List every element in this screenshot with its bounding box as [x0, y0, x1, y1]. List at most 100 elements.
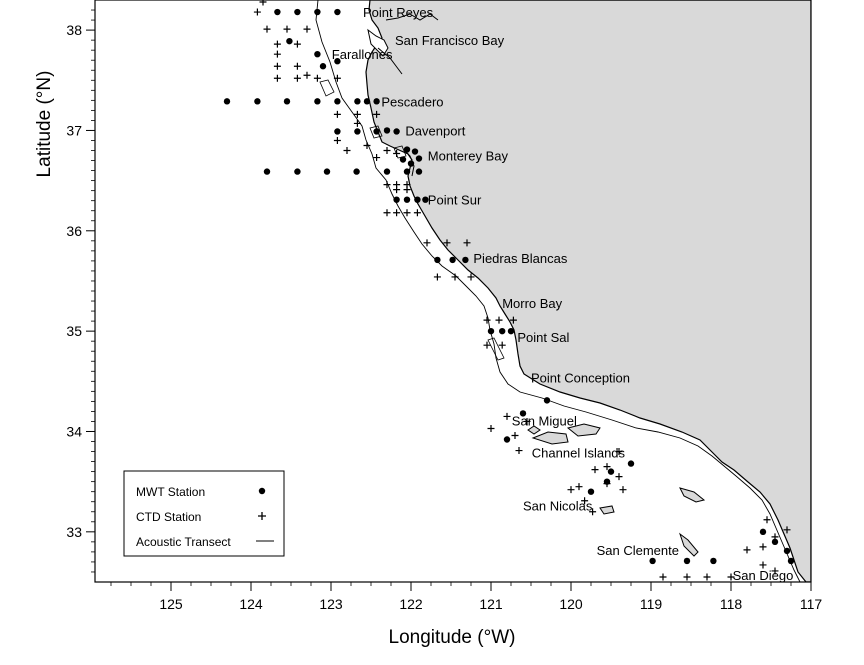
mwt-station-marker: [294, 8, 301, 16]
x-tick-label: 124: [239, 596, 263, 612]
x-tick-label: 125: [159, 596, 183, 612]
mwt-station-marker: [487, 327, 495, 335]
ctd-station-marker: [423, 239, 431, 247]
ctd-station-marker: [313, 74, 321, 82]
ctd-station-marker: [403, 209, 411, 217]
mwt-station-marker: [373, 98, 380, 105]
y-tick-label: 36: [66, 223, 82, 239]
ctd-station-marker: [333, 74, 341, 82]
land-bay-detail: [367, 28, 389, 57]
ctd-station-marker: [683, 573, 691, 581]
x-tick-label: 121: [479, 596, 503, 612]
mwt-station-marker: [503, 436, 511, 443]
x-tick-label: 123: [319, 596, 343, 612]
ctd-station-marker: [263, 25, 271, 33]
island-san-miguel: [527, 425, 541, 435]
ctd-station-marker: [581, 497, 589, 505]
ctd-station-marker: [523, 417, 531, 425]
mwt-station-marker: [771, 538, 779, 546]
mwt-station-marker: [603, 478, 611, 485]
ctd-station-marker: [451, 273, 459, 281]
ctd-station-marker: [659, 573, 667, 581]
mwt-station-marker: [314, 8, 321, 16]
legend-transect-label: Acoustic Transect: [136, 535, 231, 549]
ctd-station-marker: [783, 526, 791, 534]
island-santa-catalina: [679, 487, 706, 503]
x-tick-label: 119: [640, 596, 663, 612]
mwt-station-marker: [383, 127, 391, 134]
ctd-station-marker: [615, 473, 623, 481]
legend: MWT Station CTD Station Acoustic Transec…: [123, 470, 285, 557]
ctd-station-marker: [511, 431, 519, 439]
mwt-station-marker: [314, 50, 321, 58]
ctd-station-marker: [467, 273, 475, 281]
ctd-station-marker: [487, 424, 495, 432]
place-label: San Clemente: [597, 543, 679, 558]
ctd-station-marker: [498, 341, 506, 349]
x-tick-label: 117: [800, 596, 823, 612]
mwt-station-marker: [393, 128, 400, 135]
ctd-station-marker: [619, 486, 627, 494]
ctd-station-marker: [515, 447, 523, 455]
ctd-station-marker: [589, 508, 597, 516]
legend-mwt-marker: [258, 487, 266, 495]
ctd-station-marker: [353, 119, 361, 127]
place-label: Monterey Bay: [428, 149, 509, 164]
y-tick-label: 34: [66, 423, 82, 439]
mwt-station-marker: [373, 128, 380, 135]
mwt-station-marker: [519, 410, 527, 417]
mwt-station-marker: [314, 98, 321, 105]
mwt-station-marker: [407, 160, 415, 167]
ctd-station-marker: [373, 154, 381, 162]
mwt-station-marker: [399, 156, 407, 163]
ctd-station-marker: [393, 150, 401, 158]
place-label: Davenport: [405, 123, 465, 138]
ctd-station-marker: [383, 181, 391, 189]
mwt-station-marker: [649, 557, 656, 565]
ctd-station-marker: [393, 209, 401, 217]
island-santa-cruz: [566, 423, 601, 437]
mwt-station-marker: [263, 168, 271, 175]
y-tick-label: 33: [66, 524, 82, 540]
ctd-station-marker: [333, 136, 341, 144]
ctd-station-marker: [303, 71, 311, 79]
ctd-station-marker: [293, 40, 301, 48]
place-label: Point Conception: [531, 370, 630, 385]
ctd-station-marker: [503, 412, 511, 420]
ctd-station-marker: [353, 110, 361, 118]
mwt-station-marker: [363, 98, 371, 105]
place-label: Point Sur: [428, 193, 482, 208]
mwt-station-marker: [787, 557, 795, 565]
place-label: Point Reyes: [363, 5, 434, 20]
mwt-station-marker: [607, 468, 615, 475]
ctd-station-marker: [443, 239, 451, 247]
ctd-station-marker: [383, 209, 391, 217]
place-label: Channel Islands: [532, 446, 626, 461]
mwt-station-marker: [507, 327, 515, 335]
ctd-station-marker: [575, 483, 583, 491]
mwt-station-marker: [283, 98, 291, 105]
legend-mwt-label: MWT Station: [136, 485, 205, 499]
mwt-station-marker: [627, 460, 635, 467]
ctd-station-marker: [303, 25, 311, 33]
ctd-station-marker: [273, 40, 281, 48]
island-san-clemente: [679, 532, 699, 557]
mwt-station-marker: [783, 547, 791, 555]
ctd-station-marker: [567, 486, 575, 494]
ctd-station-marker: [273, 74, 281, 82]
mwt-station-marker: [710, 557, 717, 565]
ctd-station-marker: [763, 516, 771, 524]
place-label: Farallones: [332, 47, 393, 62]
ctd-station-marker: [509, 316, 517, 324]
place-label: Pescadero: [381, 94, 443, 109]
mwt-station-marker: [353, 168, 360, 175]
ctd-station-marker: [393, 186, 401, 194]
mwt-station-marker: [415, 155, 423, 162]
mwt-station-marker: [499, 327, 506, 335]
ctd-station-marker: [403, 186, 411, 194]
mwt-station-marker: [223, 98, 231, 105]
mwt-station-marker: [403, 168, 411, 175]
y-tick-label: 35: [66, 323, 82, 339]
x-tick-label: 118: [720, 596, 743, 612]
